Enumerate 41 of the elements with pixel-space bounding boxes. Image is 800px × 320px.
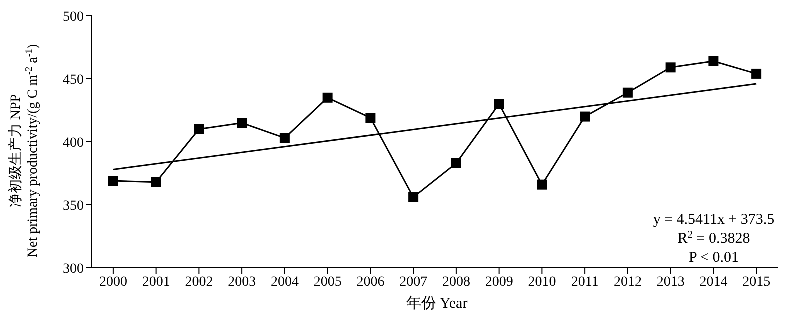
y-tick-label: 400 <box>63 136 84 151</box>
annotation: P < 0.01 <box>689 250 739 266</box>
x-tick-label: 2015 <box>742 274 771 290</box>
point <box>666 62 676 73</box>
point <box>708 56 719 66</box>
x-tick-label: 2014 <box>700 274 728 290</box>
x-tick-label: 2000 <box>99 274 128 290</box>
point <box>537 180 548 190</box>
point <box>151 177 162 188</box>
annotation: y = 4.5411x + 373.5 <box>653 212 775 228</box>
point <box>280 133 290 144</box>
point <box>752 68 762 79</box>
x-tick-label: 2001 <box>142 274 170 290</box>
point <box>194 124 204 134</box>
point <box>622 88 633 98</box>
x-tick-label: 2005 <box>314 274 342 290</box>
x-tick-label: 2007 <box>400 274 428 290</box>
point <box>322 92 333 103</box>
point <box>366 113 376 124</box>
y-tick-label: 350 <box>63 198 84 214</box>
point <box>237 118 248 128</box>
y-tick-label: 450 <box>63 72 84 88</box>
x-tick-label: 2011 <box>571 274 599 290</box>
x-tick-label: 2012 <box>614 274 642 290</box>
x-tick-label: 2006 <box>356 274 385 290</box>
x-tick-label: 2004 <box>270 274 299 290</box>
point <box>451 158 462 168</box>
x-tick-label: 2003 <box>228 274 256 290</box>
x-tick-label: 2002 <box>185 274 214 290</box>
y-tick-label: 500 <box>63 10 84 25</box>
x-axis-title: 年份 Year <box>406 295 468 312</box>
annotation: R$^{2}$ = 0.3828 <box>678 230 750 247</box>
point <box>580 112 590 122</box>
x-tick-label: 2008 <box>442 274 470 290</box>
x-tick-label: 2013 <box>656 274 685 290</box>
point <box>494 99 504 110</box>
point <box>108 176 118 186</box>
x-tick-label: 2009 <box>485 274 514 290</box>
x-tick-label: 2010 <box>528 274 556 290</box>
y-tick-label: 300 <box>63 262 84 277</box>
point <box>408 192 419 202</box>
